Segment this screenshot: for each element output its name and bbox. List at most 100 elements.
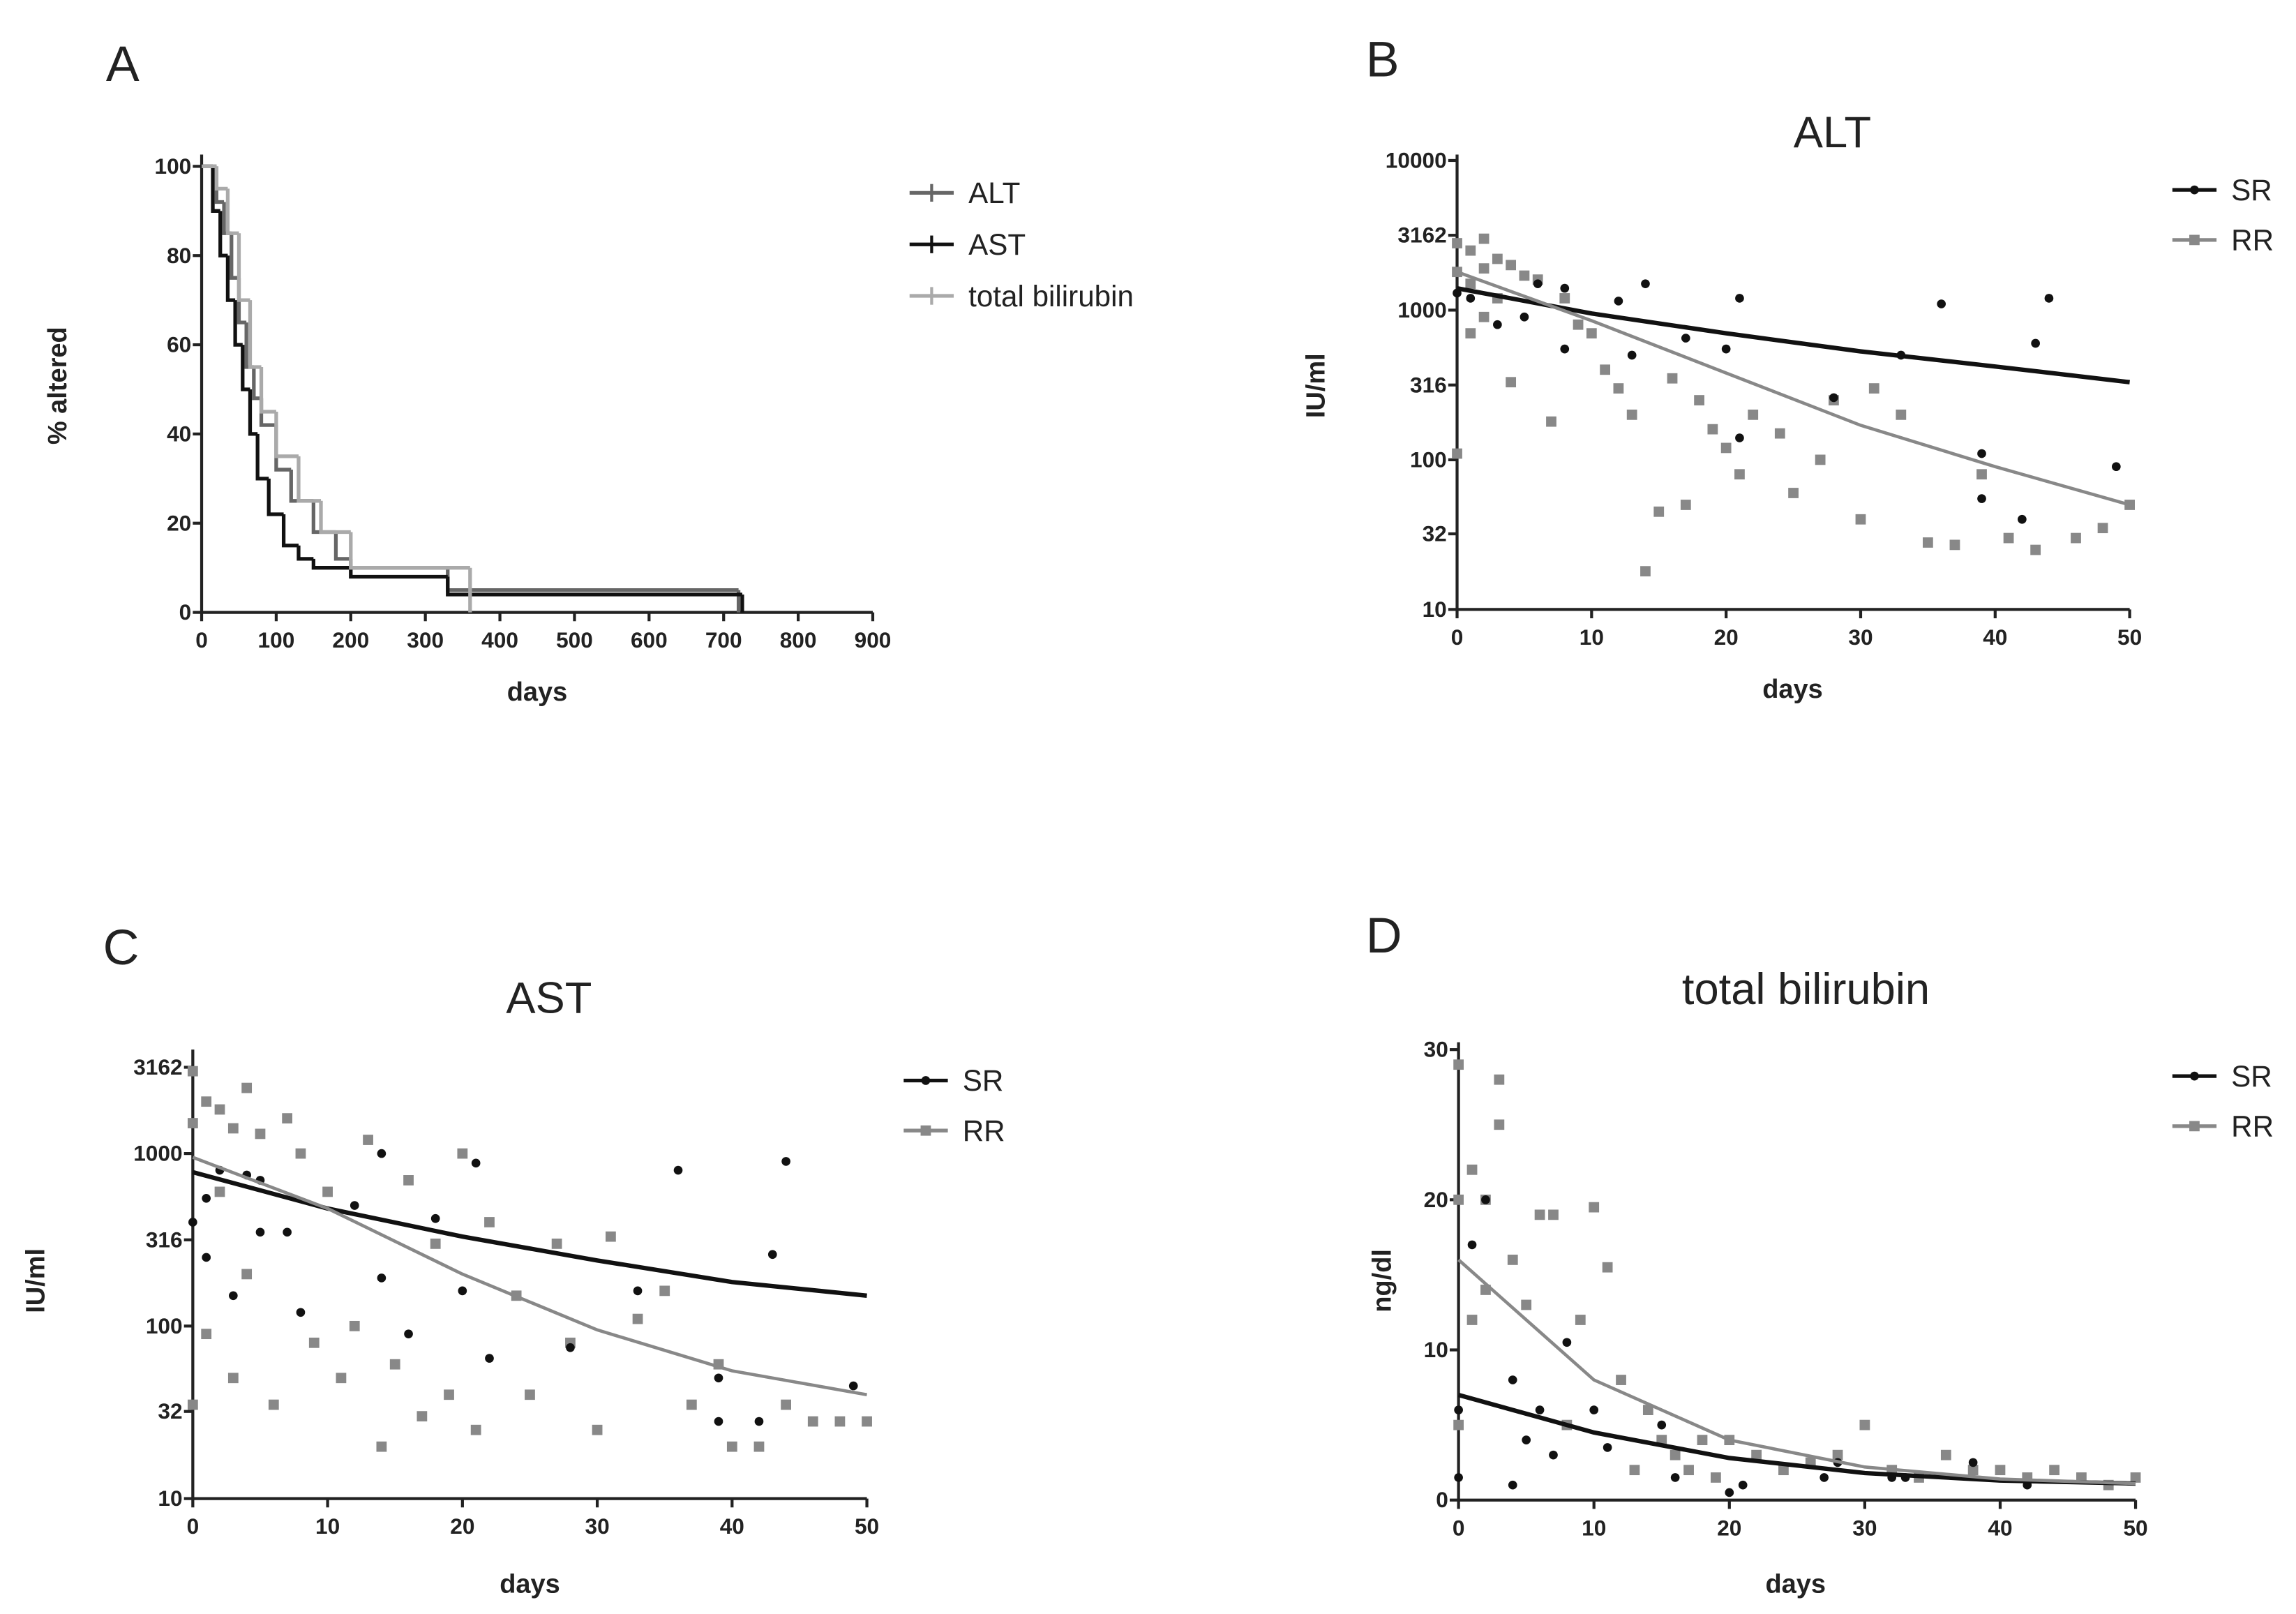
- point: [484, 1217, 495, 1227]
- step-segment: [233, 300, 243, 347]
- point: [1520, 312, 1529, 322]
- step-segment: [297, 545, 314, 561]
- step-segment: [281, 514, 299, 548]
- point: [201, 1329, 212, 1340]
- point: [403, 1175, 414, 1186]
- step-segment: [225, 255, 236, 302]
- point: [1546, 416, 1556, 427]
- x-axis-label: days: [500, 1570, 560, 1599]
- point: [1600, 364, 1611, 375]
- point: [1560, 283, 1570, 293]
- step-segment: [289, 470, 314, 503]
- y-tick-label: 0: [1436, 1487, 1448, 1512]
- point: [1481, 1195, 1490, 1204]
- legend-label: RR: [963, 1114, 1005, 1147]
- y-tick-label: 32: [158, 1398, 182, 1424]
- point: [1534, 1209, 1545, 1220]
- point: [227, 1373, 239, 1384]
- point: [241, 1082, 253, 1093]
- point: [551, 1238, 562, 1249]
- point: [1681, 334, 1690, 343]
- point: [471, 1158, 481, 1168]
- point: [377, 1149, 387, 1158]
- x-tick-label: 200: [332, 627, 369, 652]
- point: [1453, 1059, 1464, 1070]
- point: [1465, 245, 1476, 256]
- point: [1896, 409, 1907, 420]
- point: [1657, 1420, 1667, 1430]
- point: [1508, 1480, 1517, 1490]
- x-tick-label: 400: [481, 627, 518, 652]
- point: [1832, 1449, 1843, 1460]
- fit-line: [1456, 270, 2131, 507]
- y-axis-label: IU/ml: [1302, 353, 1331, 418]
- point: [430, 1238, 441, 1249]
- point: [188, 1218, 197, 1227]
- point: [659, 1285, 670, 1297]
- x-tick-label: 0: [195, 627, 208, 652]
- point: [1506, 377, 1517, 388]
- point: [1735, 433, 1744, 442]
- point: [430, 1213, 440, 1223]
- panel-letter: C: [103, 920, 140, 976]
- point: [1613, 383, 1624, 394]
- step-segment: [319, 500, 351, 535]
- point: [1466, 1164, 1478, 1175]
- fit-line: [1457, 1393, 2136, 1486]
- x-tick-label: 20: [1717, 1515, 1741, 1540]
- x-tick-label: 600: [631, 627, 668, 652]
- point: [1855, 514, 1866, 525]
- legend-label: total bilirubin: [968, 280, 1134, 313]
- legend-marker: [2189, 234, 2200, 246]
- point: [633, 1286, 643, 1296]
- point: [202, 1253, 211, 1262]
- point: [1788, 488, 1799, 498]
- x-tick-label: 40: [1988, 1515, 2012, 1540]
- step-segment: [333, 532, 351, 561]
- point: [1774, 428, 1785, 439]
- step-segment: [311, 500, 336, 535]
- y-tick-label: 3162: [133, 1054, 182, 1079]
- point: [255, 1227, 265, 1237]
- step-segment: [248, 300, 262, 369]
- step-segment: [237, 233, 250, 302]
- point: [754, 1417, 764, 1426]
- step-segment: [218, 211, 228, 257]
- y-tick-label: 30: [1424, 1037, 1448, 1062]
- x-tick-label: 500: [556, 627, 593, 652]
- point: [1494, 1074, 1505, 1085]
- point: [781, 1157, 790, 1166]
- point: [1653, 506, 1665, 517]
- point: [1533, 279, 1543, 288]
- x-tick-label: 30: [585, 1514, 609, 1539]
- point: [1738, 1480, 1748, 1490]
- point: [214, 1186, 225, 1197]
- point: [1670, 1473, 1680, 1482]
- x-tick-label: 800: [780, 627, 817, 652]
- x-tick-label: 0: [187, 1514, 200, 1539]
- point: [1519, 270, 1530, 281]
- point: [255, 1128, 266, 1139]
- point: [1815, 454, 1826, 465]
- step-segment: [267, 478, 284, 516]
- point: [1508, 1375, 1517, 1384]
- point: [1937, 299, 1946, 308]
- point: [457, 1148, 468, 1159]
- point: [2130, 1472, 2141, 1483]
- point: [1720, 442, 1732, 454]
- point: [1454, 1405, 1463, 1414]
- step-segment: [349, 532, 470, 570]
- step-segment: [230, 233, 239, 280]
- point: [673, 1165, 683, 1175]
- point: [2112, 462, 2121, 472]
- legend-label: RR: [2231, 224, 2274, 257]
- legend-marker: [2190, 1071, 2199, 1081]
- point: [1968, 1458, 1978, 1467]
- point: [592, 1424, 603, 1435]
- point: [807, 1416, 818, 1427]
- point: [1589, 1202, 1600, 1213]
- point: [2018, 514, 2027, 524]
- point: [1977, 494, 1986, 503]
- point: [753, 1441, 765, 1452]
